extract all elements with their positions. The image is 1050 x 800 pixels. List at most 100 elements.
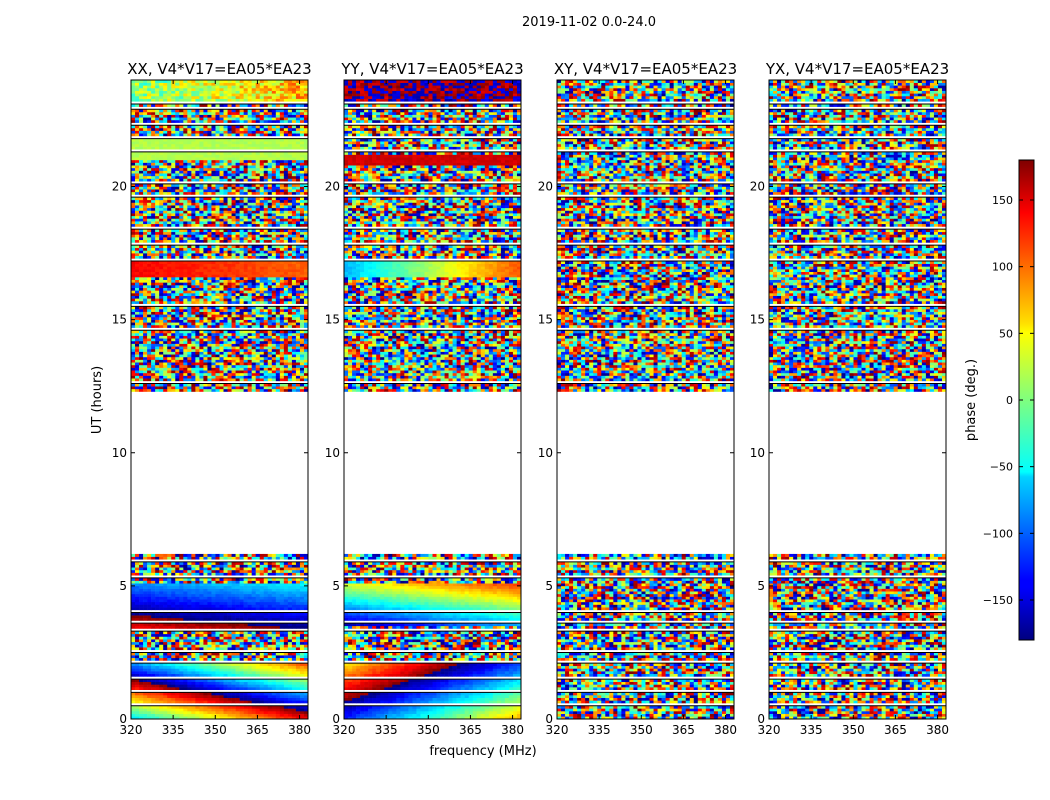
phase-cell [264,285,268,288]
phase-cell [292,309,296,312]
phase-cell [139,234,143,237]
phase-cell [232,248,236,251]
phase-cell [240,698,244,701]
phase-cell [264,607,268,610]
phase-cell [244,218,248,221]
phase-cell [264,280,268,283]
phase-cell [191,386,195,389]
phase-cell [236,684,240,687]
phase-cell [179,333,183,336]
phase-cell [288,213,292,216]
phase-cell [248,376,252,379]
phase-cell [179,565,183,568]
phase-cell [151,354,155,357]
phase-cell [211,325,215,328]
phase-cell [187,708,191,711]
phase-cell [272,373,276,376]
phase-cell [191,671,195,674]
phase-cell [284,320,288,323]
phase-cell [207,218,211,221]
phase-cell [163,293,167,296]
phase-cell [244,232,248,235]
phase-cell [207,389,211,392]
phase-cell [296,277,300,280]
phase-cell [187,322,191,325]
phase-cell [207,293,211,296]
phase-cell [159,336,163,339]
phase-cell [284,668,288,671]
phase-cell [139,288,143,291]
phase-cell [296,333,300,336]
phase-cell [195,644,199,647]
phase-cell [256,599,260,602]
phase-cell [280,684,284,687]
phase-cell [248,386,252,389]
phase-cell [268,314,272,317]
phase-cell [284,221,288,224]
phase-cell [260,309,264,312]
phase-cell [147,708,151,711]
phase-cell [167,655,171,658]
phase-cell [163,597,167,600]
phase-cell [163,594,167,597]
phase-cell [264,567,268,570]
phase-cell [199,317,203,320]
phase-cell [264,668,268,671]
phase-cell [288,711,292,714]
phase-cell [171,586,175,589]
phase-cell [203,301,207,304]
phase-cell [139,655,143,658]
phase-cell [199,216,203,219]
phase-cell [151,248,155,251]
phase-cell [276,213,280,216]
phase-cell [215,368,219,371]
phase-cell [252,357,256,360]
phase-cell [215,221,219,224]
phase-cell [167,583,171,586]
phase-cell [211,373,215,376]
phase-cell [187,599,191,602]
phase-cell [268,232,272,235]
phase-cell [248,636,252,639]
phase-cell [151,234,155,237]
phase-cell [147,658,151,661]
phase-cell [203,349,207,352]
phase-cell [220,256,224,259]
phase-cell [220,314,224,317]
phase-cell [292,599,296,602]
phase-cell [215,636,219,639]
phase-cell [207,341,211,344]
phase-cell [300,376,304,379]
phase-cell [228,240,232,243]
phase-cell [203,642,207,645]
phase-cell [211,301,215,304]
phase-cell [171,695,175,698]
phase-cell [143,607,147,610]
phase-cell [224,658,228,661]
phase-cell [272,314,276,317]
phase-cell [139,581,143,584]
phase-cell [159,682,163,685]
phase-cell [175,224,179,227]
phase-cell [264,224,268,227]
phase-cell [292,607,296,610]
phase-cell [151,565,155,568]
phase-cell [207,336,211,339]
phase-cell [268,365,272,368]
phase-cell [252,349,256,352]
phase-cell [280,269,284,272]
phase-cell [171,658,175,661]
phase-cell [248,671,252,674]
phase-cell [244,714,248,717]
phase-cell [135,605,139,608]
phase-cell [236,362,240,365]
phase-cell [135,370,139,373]
phase-cell [211,266,215,269]
phase-cell [191,636,195,639]
phase-cell [183,274,187,277]
phase-cell [187,557,191,560]
phase-cell [207,325,211,328]
phase-cell [167,700,171,703]
phase-cell [296,607,300,610]
phase-cell [159,333,163,336]
